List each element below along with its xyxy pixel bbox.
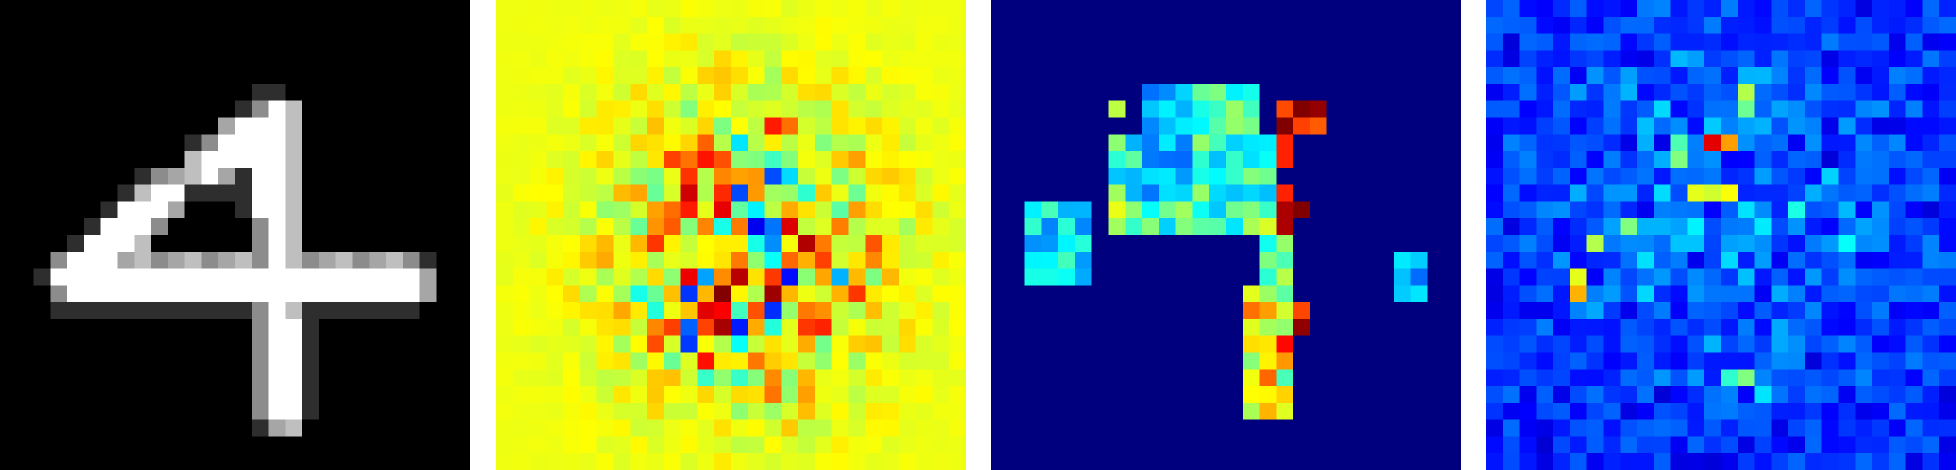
attribution-heatmap-c (1486, 0, 1956, 470)
input-digit-panel (0, 0, 470, 470)
attribution-map-a-panel (496, 0, 966, 470)
attribution-map-b-panel (991, 0, 1461, 470)
digit-image (0, 0, 470, 470)
attribution-heatmap-b (991, 0, 1461, 470)
attribution-map-c-panel (1486, 0, 1956, 470)
attribution-heatmap-a (496, 0, 966, 470)
